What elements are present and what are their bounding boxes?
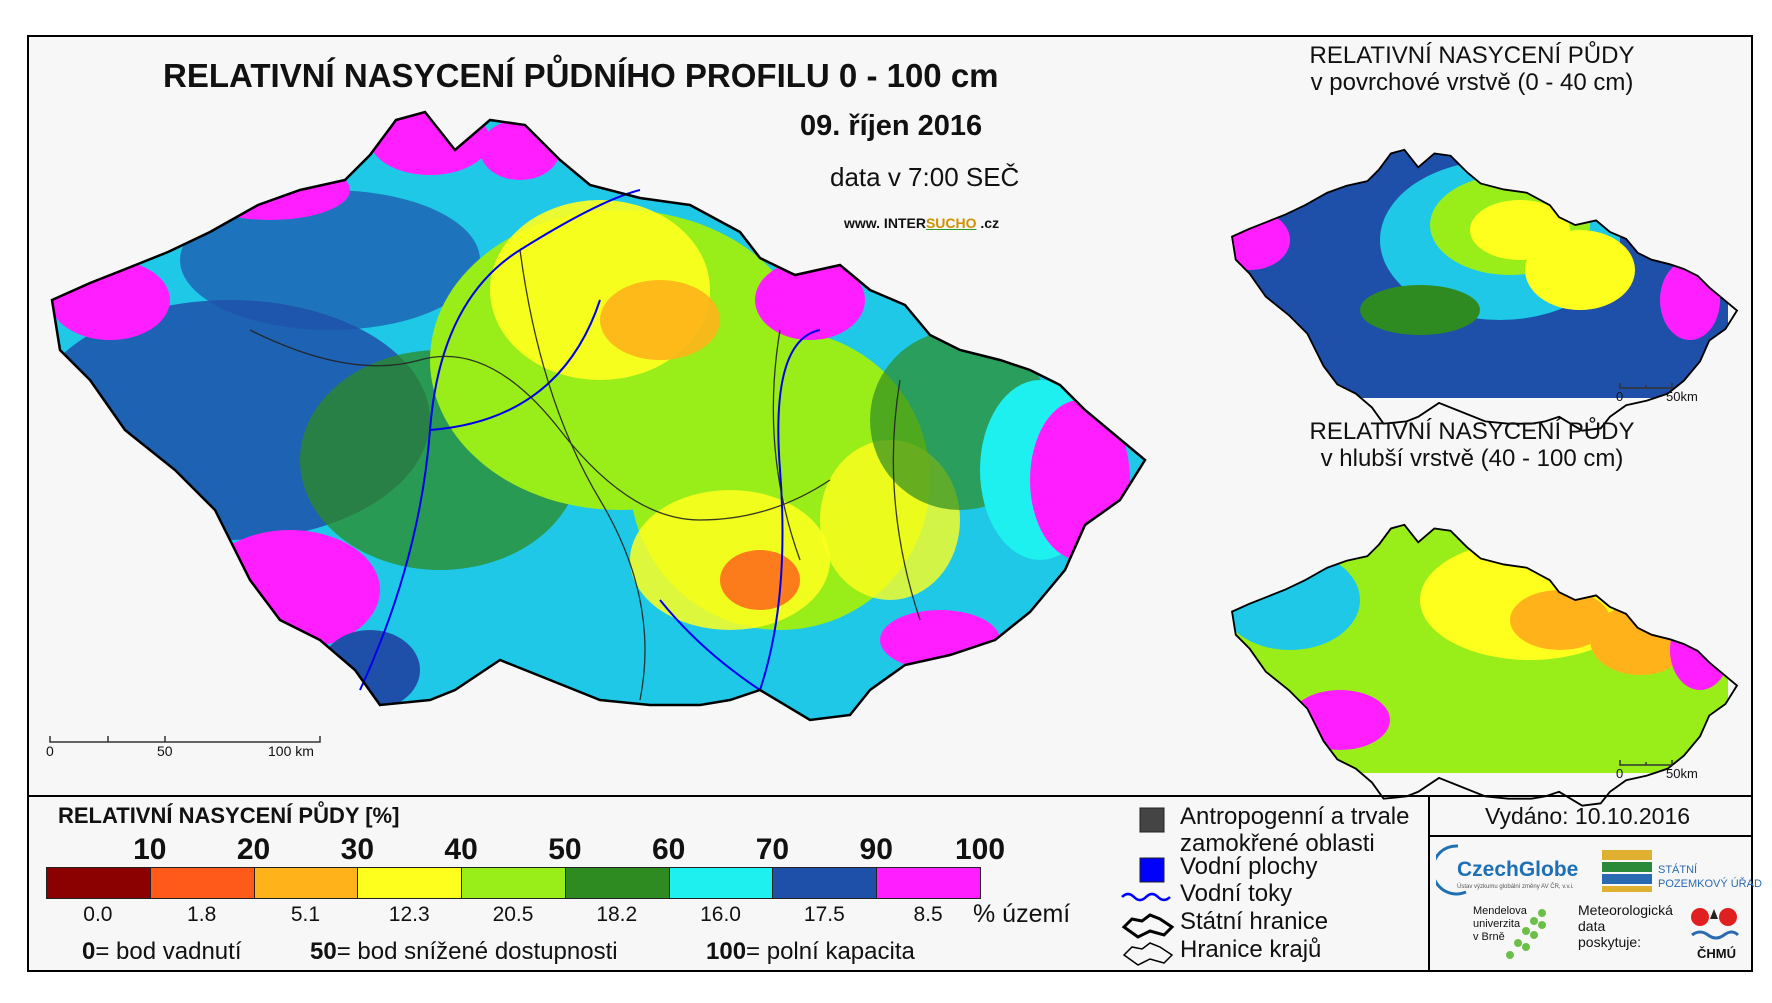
mendel-line3: v Brně <box>1473 931 1505 943</box>
chmu-logo-icon <box>1691 908 1740 940</box>
legend-swatch <box>357 867 463 899</box>
inset-surface-title: RELATIVNÍ NASYCENÍ PŮDY v povrchové vrstv… <box>1262 42 1682 96</box>
spu-line2: POZEMKOVÝ ÚŘAD <box>1658 878 1762 890</box>
main-map-colors <box>52 112 1145 720</box>
map-time: data v 7:00 SEČ <box>830 162 1020 192</box>
legend-share-value: 1.8 <box>187 903 217 926</box>
inset-deep-scale-bar <box>1619 760 1673 766</box>
mendel-line1: Mendelova <box>1473 905 1527 917</box>
main-scale-label-50: 50 <box>157 743 173 759</box>
website-link[interactable]: www. INTERSUCHO .cz <box>844 215 999 231</box>
meteo-provider-text: Meteorologická data poskytuje: <box>1578 902 1673 950</box>
meteo-line1: Meteorologická <box>1578 902 1673 918</box>
country-border-icon <box>1121 913 1175 939</box>
legend-threshold: 90 <box>859 833 893 866</box>
inset-surface-scale-0: 0 <box>1616 389 1624 404</box>
legend-share-value: 18.2 <box>596 903 638 926</box>
region-border-icon <box>1122 942 1174 966</box>
inset-deep-title-line1: RELATIVNÍ NASYCENÍ PŮDY <box>1309 418 1635 445</box>
legend-share-value: 17.5 <box>803 903 845 926</box>
mendel-line2: univerzita <box>1473 918 1521 930</box>
dark-gray-square-icon <box>1139 807 1165 833</box>
inset-deep-title: RELATIVNÍ NASYCENÍ PŮDY v hlubší vrstvě (… <box>1262 418 1682 472</box>
inset-surface-title-line2: v povrchové vrstvě (0 - 40 cm) <box>1310 69 1634 96</box>
legend-swatch <box>46 867 151 899</box>
legend-share-value: 8.5 <box>913 903 943 926</box>
czechglobe-subtitle: Ústav výzkumu globální změny AV ČR, v.v.… <box>1457 884 1574 890</box>
czechglobe-name: CzechGlobe <box>1457 858 1579 881</box>
legend-share-value: 5.1 <box>290 903 321 926</box>
legend-swatch <box>253 867 359 899</box>
mendel-dots-icon <box>1506 909 1546 959</box>
mendel-university-name: Mendelova univerzita v Brně <box>1473 905 1527 944</box>
rivers <box>359 189 821 691</box>
legend-threshold: 60 <box>651 833 686 866</box>
info-box-header-divider <box>1428 835 1753 837</box>
legend-swatch <box>564 867 670 899</box>
symbol-label: Hranice krajů <box>1180 936 1322 963</box>
symbol-label: Antropogenní a trvale zamokřené oblasti <box>1180 803 1410 857</box>
map-date: 09. říjen 2016 <box>800 110 983 142</box>
legend-threshold: 10 <box>133 833 167 866</box>
czechglobe-logo <box>1436 844 1467 896</box>
legend-swatch <box>668 867 774 899</box>
website-highlight: SUCHO <box>925 215 977 231</box>
spu-line1: STÁTNÍ <box>1658 864 1698 876</box>
legend-threshold: 70 <box>755 833 790 866</box>
legend-share-value: 16.0 <box>700 903 741 926</box>
symbol-label: Vodní plochy <box>1180 853 1318 880</box>
inset-surface-colors <box>1232 149 1728 398</box>
legend-share-value: 0.0 <box>83 903 113 926</box>
inset-deep-scale-50: 50km <box>1666 766 1698 781</box>
legend-share-value: 20.5 <box>492 903 534 926</box>
main-map-title: RELATIVNÍ NASYCENÍ PŮDNÍHO PROFILU 0 - 1… <box>163 57 999 94</box>
legend-note: 100= polní kapacita <box>706 938 915 965</box>
legend-threshold: 40 <box>444 833 478 866</box>
main-scale-label-100: 100 km <box>268 743 314 759</box>
legend-share-value: 12.3 <box>388 903 430 926</box>
legend-threshold: 100 <box>954 833 1006 866</box>
meteo-line2: data <box>1578 918 1606 934</box>
chmu-name: ČHMÚ <box>1697 946 1736 961</box>
blue-square-icon <box>1139 857 1165 883</box>
wavy-line-icon <box>1121 892 1171 902</box>
main-scale-label-0: 0 <box>46 743 54 759</box>
legend-divider <box>27 795 1753 797</box>
region-borders <box>249 249 921 701</box>
legend-swatch <box>876 867 981 899</box>
legend-threshold: 20 <box>236 833 271 866</box>
inset-deep-scale-0: 0 <box>1616 766 1624 781</box>
legend-share-unit: % území <box>973 900 1071 928</box>
symbol-label: Vodní toky <box>1180 880 1293 907</box>
meteo-line3: poskytuje: <box>1578 934 1642 950</box>
legend-swatch <box>149 867 255 899</box>
inset-surface-scale-bar <box>1619 383 1673 389</box>
main-scale-bar <box>49 736 321 743</box>
legend-swatch <box>772 867 878 899</box>
inset-deep-title-line2: v hlubší vrstvě (40 - 100 cm) <box>1320 445 1624 472</box>
inset-deep-colors <box>1232 524 1730 773</box>
issued-date: Vydáno: 10.10.2016 <box>1485 803 1691 829</box>
info-box-divider <box>1428 797 1430 972</box>
legend-threshold: 30 <box>340 833 375 866</box>
legend-note: 0= bod vadnutí <box>82 938 242 965</box>
spu-logo-icon <box>1602 850 1652 892</box>
legend-threshold: 50 <box>548 833 582 866</box>
inset-surface-scale-50: 50km <box>1666 389 1698 404</box>
symbol-label: Státní hranice <box>1180 908 1329 935</box>
website-prefix: www. INTER <box>844 215 926 231</box>
inset-surface-title-line1: RELATIVNÍ NASYCENÍ PŮDY <box>1309 42 1635 69</box>
legend-title: RELATIVNÍ NASYCENÍ PŮDY [%] <box>58 803 400 828</box>
legend-note: 50= bod snížené dostupnosti <box>310 938 618 965</box>
legend-swatch <box>461 867 566 899</box>
website-suffix: .cz <box>976 215 1000 231</box>
